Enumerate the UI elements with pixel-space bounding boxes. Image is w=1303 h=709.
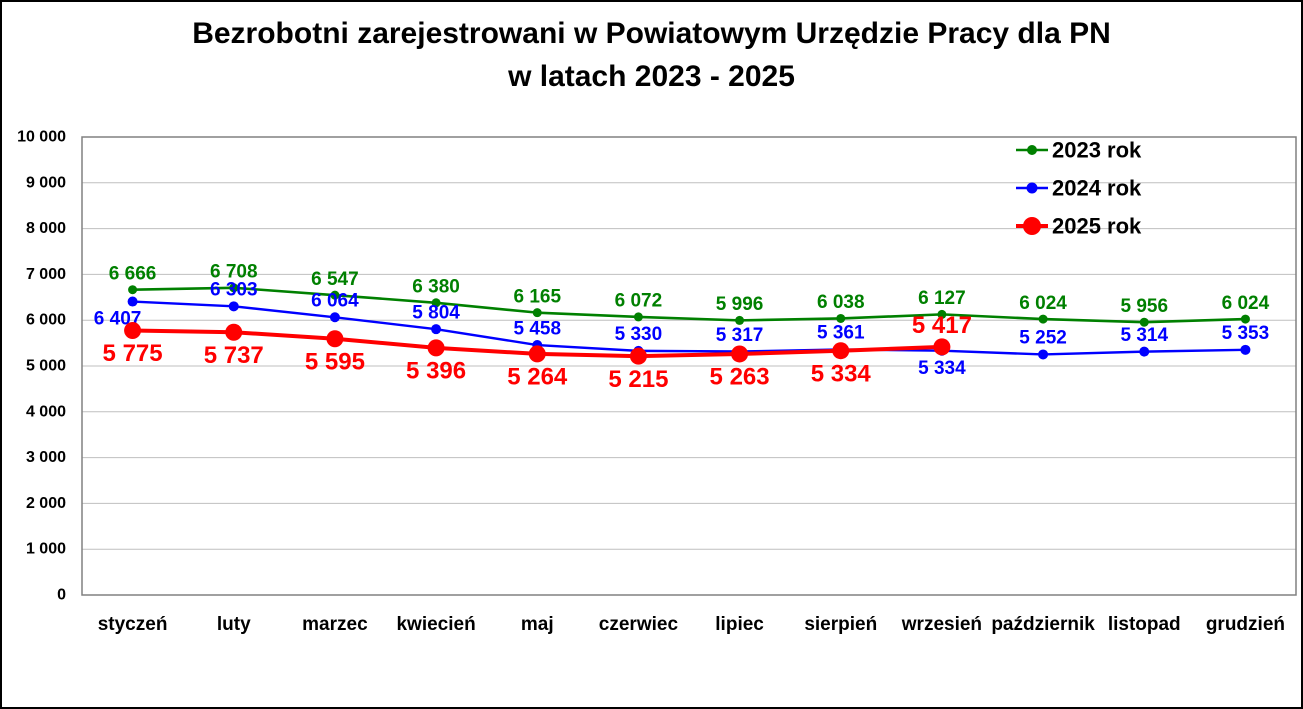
y-axis-tick-label: 1 000 [26, 541, 66, 558]
legend-swatch-marker [1027, 145, 1037, 155]
series-line-2024-rok [131, 300, 1247, 356]
y-axis-tick-label: 9 000 [26, 174, 66, 191]
legend-swatch-marker [1023, 217, 1041, 235]
legend-label: 2024 rok [1052, 176, 1142, 201]
data-point-marker [427, 339, 445, 357]
data-point-marker [735, 315, 745, 325]
y-axis-tick-label: 0 [57, 587, 66, 604]
data-label: 6 380 [412, 277, 460, 298]
data-label: 5 314 [1120, 325, 1168, 346]
data-label: 5 775 [103, 340, 163, 367]
data-point-marker [431, 298, 441, 308]
data-point-marker [128, 285, 138, 295]
y-axis-tick-label: 10 000 [17, 129, 66, 146]
data-point-marker [1240, 344, 1251, 355]
y-axis-tick-label: 6 000 [26, 312, 66, 329]
data-label: 5 264 [507, 364, 568, 391]
chart-title-line2: w latach 2023 - 2025 [508, 60, 795, 93]
data-label: 6 708 [210, 262, 258, 283]
data-label: 5 334 [918, 358, 966, 379]
y-axis-tick-label: 7 000 [26, 266, 66, 283]
data-label: 5 396 [406, 357, 466, 384]
data-point-marker [431, 324, 442, 335]
data-point-marker [633, 312, 643, 322]
data-point-marker [528, 345, 546, 363]
data-label: 5 215 [608, 366, 668, 393]
x-axis-label: sierpień [804, 614, 877, 635]
data-label: 6 303 [210, 280, 258, 301]
data-label: 6 165 [513, 286, 561, 307]
data-point-marker [1139, 317, 1149, 327]
x-axis-label: lipiec [715, 614, 764, 635]
y-axis-tick-label: 8 000 [26, 220, 66, 237]
data-label: 6 666 [109, 263, 157, 284]
data-label: 5 252 [1019, 328, 1067, 349]
chart-title-line1: Bezrobotni zarejestrowani w Powiatowym U… [192, 17, 1111, 50]
x-axis-label: luty [217, 614, 251, 635]
data-point-marker [731, 345, 749, 363]
data-point-marker [937, 309, 947, 319]
data-point-marker [330, 290, 340, 300]
x-axis-label: grudzień [1206, 614, 1285, 635]
x-axis-label: styczeń [98, 614, 168, 635]
x-axis-label: wrzesień [901, 614, 982, 635]
x-axis-label: kwiecień [396, 614, 475, 635]
data-point-marker [629, 347, 647, 365]
data-label: 6 024 [1019, 293, 1067, 314]
data-point-marker [933, 338, 951, 356]
y-axis-tick-label: 3 000 [26, 449, 66, 466]
data-point-marker [329, 312, 340, 323]
data-point-marker [1038, 314, 1048, 324]
data-point-marker [228, 301, 239, 312]
data-point-marker [1038, 349, 1049, 360]
data-label: 5 361 [817, 323, 865, 344]
data-label: 5 956 [1120, 296, 1168, 317]
plot-border [81, 136, 1297, 596]
data-point-marker [127, 296, 138, 307]
data-label: 6 127 [918, 288, 966, 309]
data-label: 5 263 [710, 364, 770, 391]
y-axis-tick-label: 4 000 [26, 403, 66, 420]
data-point-marker [326, 330, 344, 348]
data-label: 5 353 [1222, 323, 1270, 344]
data-point-marker [832, 342, 850, 360]
data-label: 6 547 [311, 269, 359, 290]
y-axis-tick-label: 2 000 [26, 495, 66, 512]
data-label: 5 804 [412, 302, 460, 323]
legend-swatch-marker [1026, 182, 1038, 194]
data-point-marker [124, 322, 142, 340]
data-label: 5 737 [204, 342, 264, 369]
data-label: 5 996 [716, 294, 764, 315]
data-label: 5 595 [305, 348, 365, 375]
data-label: 5 417 [912, 312, 972, 339]
data-point-marker [229, 283, 239, 293]
data-point-marker [1240, 314, 1250, 324]
data-label: 6 072 [615, 291, 663, 312]
x-axis-label: listopad [1108, 614, 1181, 635]
data-label: 6 024 [1222, 293, 1270, 314]
data-label: 6 064 [311, 291, 359, 312]
data-point-marker [836, 313, 846, 323]
legend-label: 2025 rok [1052, 214, 1142, 239]
data-point-marker [225, 323, 243, 341]
data-label: 5 330 [615, 324, 663, 345]
data-point-marker [1139, 346, 1150, 357]
data-point-marker [532, 308, 542, 318]
x-axis-label: październik [991, 614, 1095, 635]
x-axis-label: czerwiec [599, 614, 679, 635]
y-axis-tick-label: 5 000 [26, 358, 66, 375]
x-axis-label: maj [521, 614, 554, 635]
x-axis-label: marzec [302, 614, 368, 635]
data-label: 5 458 [513, 318, 561, 339]
data-label: 5 317 [716, 325, 764, 346]
legend-label: 2023 rok [1052, 138, 1142, 163]
data-label: 5 334 [811, 360, 872, 387]
chart-title: Bezrobotni zarejestrowani w Powiatowym U… [2, 12, 1301, 98]
series-line-2023-rok [131, 286, 1247, 324]
data-label: 6 038 [817, 292, 865, 313]
